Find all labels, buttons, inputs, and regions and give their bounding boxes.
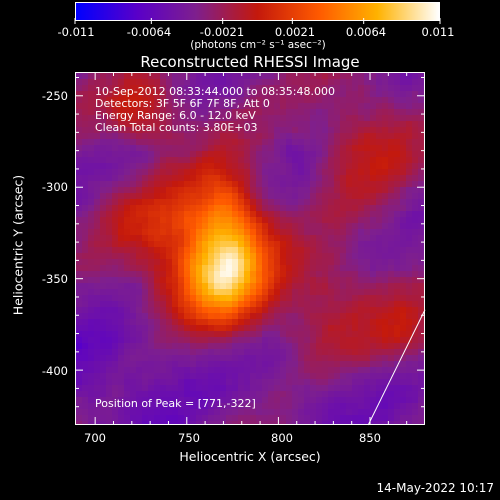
peak-position-label: Position of Peak = [771,-322]	[95, 397, 256, 410]
x-axis-label: Heliocentric X (arcsec)	[179, 449, 321, 464]
colorbar	[75, 2, 440, 21]
colorbar-tick-label: -0.0021	[199, 25, 245, 39]
x-tick-label: 700	[84, 431, 106, 445]
y-tick-label: -250	[41, 89, 68, 103]
rhessi-image-panel	[75, 72, 425, 425]
x-tick-label: 750	[178, 431, 200, 445]
reconstructed-image-map	[76, 73, 424, 424]
y-tick-label: -300	[41, 180, 68, 194]
y-axis-label: Heliocentric Y (arcsec)	[10, 174, 26, 316]
annotation-energy-range: Energy Range: 6.0 - 12.0 keV	[95, 109, 256, 122]
colorbar-units-label: (photons cm⁻² s⁻¹ asec⁻²)	[190, 39, 326, 51]
annotation-detectors: Detectors: 3F 5F 6F 7F 8F, Att 0	[95, 97, 270, 110]
y-tick-label: -350	[41, 272, 68, 286]
colorbar-tick-label: -0.0064	[126, 25, 172, 39]
plot-title: Reconstructed RHESSI Image	[140, 53, 360, 71]
y-tick-label: -400	[41, 364, 68, 378]
colorbar-tick-label: 0.0021	[274, 25, 316, 39]
annotation-clean-counts: Clean Total counts: 3.80E+03	[95, 121, 258, 134]
colorbar-tick-label: -0.011	[57, 25, 95, 39]
annotation-time-range: 10-Sep-2012 08:33:44.000 to 08:35:48.000	[95, 85, 335, 98]
x-tick-label: 800	[271, 431, 293, 445]
footer-timestamp: 14-May-2022 10:17	[376, 481, 494, 495]
colorbar-tick-label: 0.011	[421, 25, 455, 39]
colorbar-tick-label: 0.0064	[345, 25, 387, 39]
x-tick-label: 850	[359, 431, 381, 445]
